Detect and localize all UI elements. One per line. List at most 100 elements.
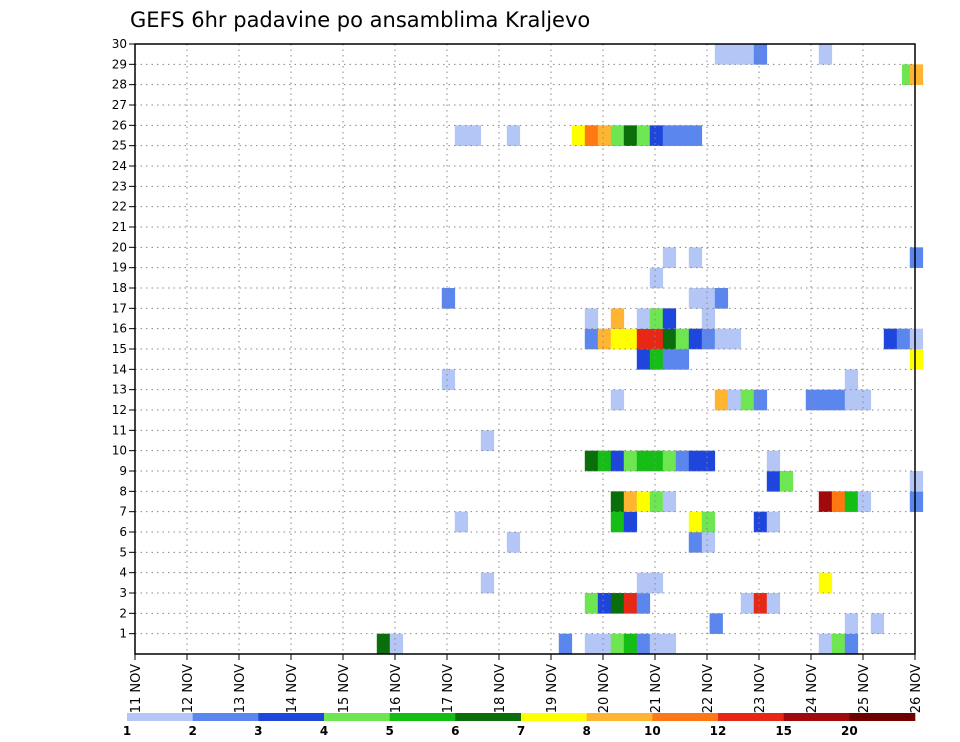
precip-cell (857, 389, 872, 411)
precip-cell (480, 572, 495, 594)
y-tick-label: 27 (112, 98, 127, 112)
precip-cell (584, 308, 599, 329)
colorbar-swatch (324, 713, 390, 721)
precip-cell (662, 125, 677, 146)
y-tick-label: 1 (119, 627, 127, 641)
colorbar: 1 2 3 4 5 6 7 8 10 12 15 20 (123, 713, 916, 738)
precip-cell (701, 532, 716, 553)
colorbar-swatch (718, 713, 784, 721)
precip-cell (688, 328, 703, 350)
precip-cell (662, 328, 677, 350)
precip-cell (727, 328, 742, 350)
precip-cell (753, 511, 768, 533)
precip-cell (766, 471, 781, 492)
precip-cell (376, 633, 391, 655)
precip-cell (675, 125, 690, 146)
precip-cell (623, 593, 638, 614)
precip-cell (662, 247, 677, 268)
y-tick-label: 10 (112, 444, 127, 458)
precip-cell (441, 369, 456, 390)
precip-cell (610, 633, 625, 655)
x-tick-label: 20 NOV (597, 664, 612, 713)
precip-cell (688, 511, 703, 533)
precip-cell (610, 450, 625, 472)
precip-cell (649, 349, 664, 370)
precip-cell (753, 389, 768, 411)
y-tick-label: 13 (112, 383, 127, 397)
x-tick-label: 24 NOV (805, 664, 820, 713)
precip-cell (649, 267, 664, 289)
y-tick-label: 15 (112, 342, 127, 356)
colorbar-swatch (521, 713, 587, 721)
precip-cell (623, 511, 638, 533)
x-tick-label: 14 NOV (285, 664, 300, 713)
precip-cell (701, 308, 716, 329)
precip-cell (623, 491, 638, 512)
precip-cell (597, 450, 612, 472)
precip-cell (662, 491, 677, 512)
precip-cell (714, 288, 729, 309)
precip-cell (662, 450, 677, 472)
precip-cell (662, 349, 677, 370)
precip-cell (675, 328, 690, 350)
precip-cell (506, 125, 521, 146)
precip-cell (688, 450, 703, 472)
precip-cell (909, 64, 924, 85)
precip-cell (454, 511, 469, 533)
precip-cell (844, 491, 859, 512)
precip-cell (688, 125, 703, 146)
precip-cell (454, 125, 469, 146)
y-tick-label: 3 (119, 586, 127, 600)
x-tick-label: 17 NOV (441, 664, 456, 713)
precip-cell (597, 125, 612, 146)
colorbar-label: 1 (123, 724, 131, 738)
precip-cell (610, 511, 625, 533)
precip-cell (649, 633, 664, 655)
x-tick-label: 21 NOV (649, 664, 664, 713)
precip-cell (896, 328, 911, 350)
colorbar-swatch (652, 713, 719, 721)
precip-cell (727, 389, 742, 411)
precip-cell (636, 450, 651, 472)
precip-cell (779, 471, 794, 492)
precip-cell (571, 125, 586, 146)
colorbar-label: 15 (775, 724, 792, 738)
precip-cell (909, 247, 924, 268)
x-tick-label: 18 NOV (493, 664, 508, 713)
precip-cell (857, 491, 872, 512)
x-tick-label: 25 NOV (857, 664, 872, 713)
y-tick-label: 20 (112, 240, 127, 254)
precip-cell (753, 44, 768, 65)
precip-cell (831, 389, 846, 411)
chart-title: GEFS 6hr padavine po ansamblima Kraljevo (130, 8, 590, 32)
precip-cell (610, 593, 625, 614)
precip-cell (701, 511, 716, 533)
precip-cell (584, 125, 599, 146)
precip-cell (709, 613, 723, 634)
precip-cell (909, 328, 924, 350)
precip-cell (740, 389, 755, 411)
precip-cell (649, 308, 664, 329)
precip-cell (883, 328, 898, 350)
precip-cell (636, 593, 651, 614)
precip-cell (623, 125, 638, 146)
precip-cell (688, 288, 703, 309)
y-tick-label: 16 (112, 322, 127, 336)
colorbar-swatch (389, 713, 456, 721)
precip-cell (610, 308, 625, 329)
precip-cell (636, 125, 651, 146)
colorbar-swatch (455, 713, 522, 721)
x-tick-label: 15 NOV (337, 664, 352, 713)
colorbar-swatch (192, 713, 259, 721)
precip-cell (909, 491, 924, 512)
y-tick-label: 18 (112, 281, 127, 295)
y-tick-label: 28 (112, 78, 127, 92)
precip-cell (597, 633, 612, 655)
precip-cell (649, 328, 664, 350)
y-tick-label: 23 (112, 179, 127, 193)
precip-cell (636, 491, 651, 512)
precip-cell (636, 349, 651, 370)
precip-cell (805, 389, 820, 411)
precip-cell (610, 328, 625, 350)
